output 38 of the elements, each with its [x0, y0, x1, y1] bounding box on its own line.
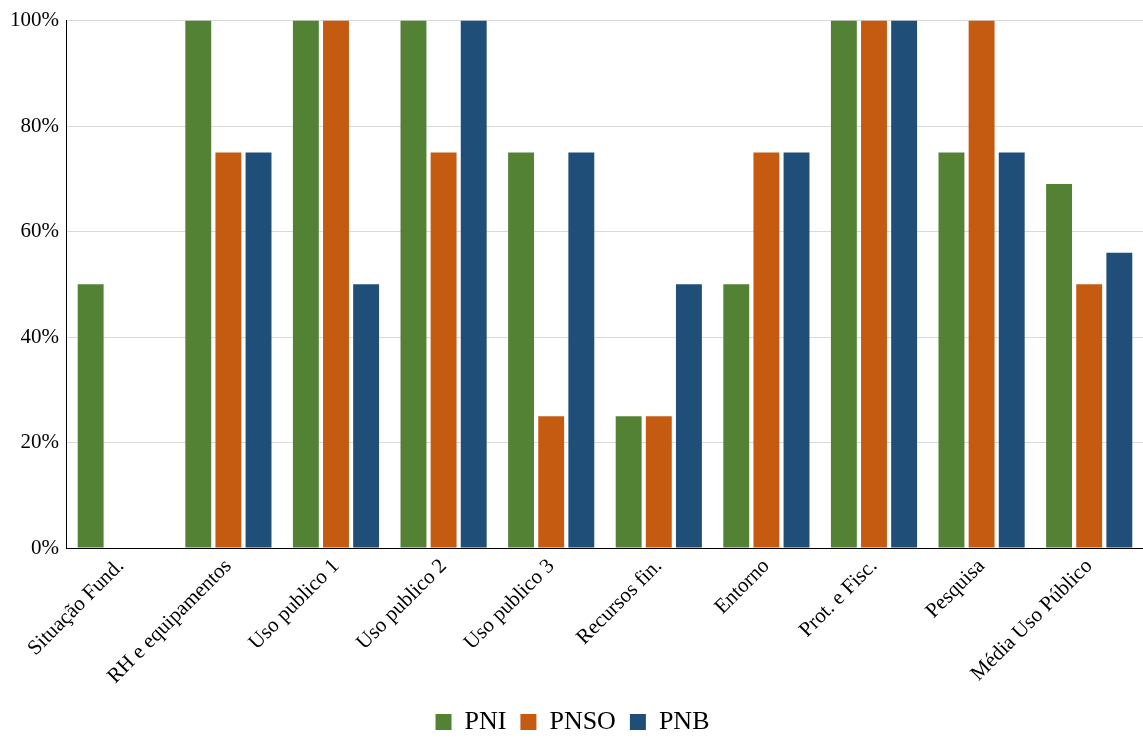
bar	[77, 284, 104, 548]
bar	[292, 20, 319, 548]
bar	[430, 152, 457, 548]
y-tick-label: 40%	[20, 323, 59, 348]
bar	[615, 416, 642, 548]
bar	[675, 284, 702, 548]
bar	[830, 20, 857, 548]
bar	[645, 416, 672, 548]
legend-label: PNB	[658, 705, 710, 735]
x-tick-label: Prot. e Fisc.	[793, 553, 882, 642]
bar	[323, 20, 349, 548]
bar	[353, 284, 380, 548]
y-tick-label: 80%	[20, 112, 59, 137]
bar	[753, 152, 780, 548]
y-tick-label: 60%	[20, 218, 59, 243]
bar	[508, 152, 535, 548]
bar	[998, 152, 1025, 548]
bar	[723, 284, 750, 548]
bar	[538, 416, 565, 548]
bar	[938, 152, 965, 548]
bar	[1106, 252, 1133, 548]
bar	[891, 20, 918, 548]
bar	[783, 152, 810, 548]
y-tick-label: 100%	[9, 7, 59, 32]
bar	[460, 20, 487, 548]
bar	[968, 20, 995, 548]
y-tick-label: 20%	[20, 429, 59, 454]
bar	[400, 20, 427, 548]
y-tick-label: 0%	[30, 534, 59, 559]
bar	[245, 152, 272, 548]
legend-label: PNI	[464, 705, 507, 735]
bar	[215, 152, 242, 548]
legend-label: PNSO	[549, 705, 616, 735]
bar	[861, 20, 887, 548]
bar	[185, 20, 212, 548]
bar	[1046, 184, 1073, 548]
bar	[568, 152, 595, 548]
bar	[1076, 284, 1103, 548]
